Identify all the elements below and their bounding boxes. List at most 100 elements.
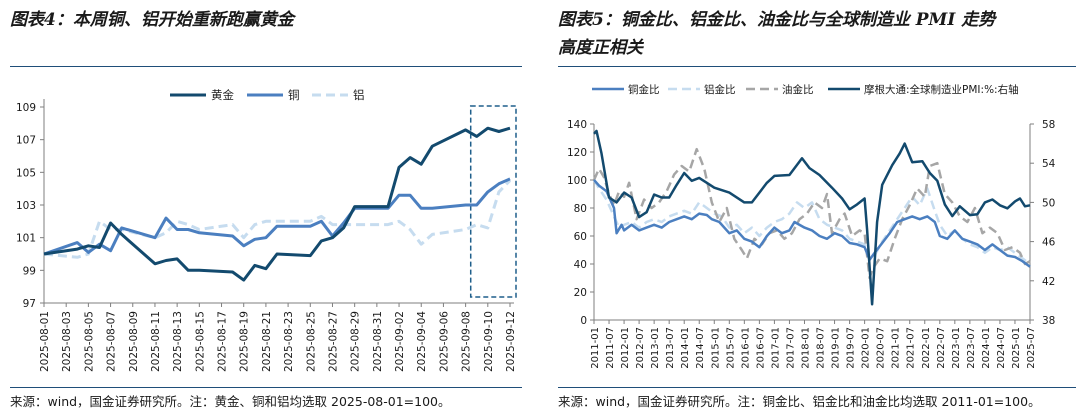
x-tick-label: 2018-01 <box>800 327 811 369</box>
x-tick-label: 2017-01 <box>770 327 781 369</box>
x-tick-label: 2021-01 <box>891 327 902 369</box>
figure-4-legend: 黄金 铜 铝 <box>170 88 365 102</box>
x-tick-label: 2025-08-17 <box>217 311 229 372</box>
y-tick-label: 107 <box>16 135 36 147</box>
x-tick-label: 2025-09-10 <box>483 311 495 372</box>
right-y-tick-label: 38 <box>1042 315 1055 327</box>
series-line-al_gold <box>592 179 1031 266</box>
series-line-copper <box>43 177 511 256</box>
x-tick-label: 2025-09-04 <box>416 311 428 372</box>
right-y-tick-label: 54 <box>1042 158 1056 170</box>
x-tick-label: 2025-09-06 <box>438 311 450 372</box>
x-tick-label: 2025-08-25 <box>305 311 317 372</box>
x-tick-label: 2025-08-13 <box>172 311 184 372</box>
right-y-tick-label: 50 <box>1042 197 1055 209</box>
figure-4-source-rule <box>10 387 522 388</box>
x-tick-label: 2025-09-12 <box>505 311 517 372</box>
x-tick-label: 2025-08-31 <box>372 311 384 372</box>
left-y-tick-label: 20 <box>574 287 587 299</box>
figure-5-title-line-1: 图表5：铜金比、铝金比、油金比与全球制造业 PMI 走势 <box>558 10 996 30</box>
figure-5-source-rule <box>558 387 1076 388</box>
legend-label-oil_gold: 油金比 <box>782 83 814 96</box>
series-line-copper_gold <box>593 179 1031 268</box>
left-y-tick-label: 140 <box>567 119 587 131</box>
y-tick-label: 97 <box>23 298 36 310</box>
x-tick-label: 2020-07 <box>876 327 887 369</box>
x-tick-label: 2025-08-07 <box>106 311 118 372</box>
x-tick-label: 2025-08-19 <box>239 311 251 372</box>
legend-label-al_gold: 铝金比 <box>704 83 736 96</box>
x-tick-label: 2019-07 <box>846 327 857 369</box>
left-y-tick-label: 120 <box>567 147 587 159</box>
figure-4-title-rule <box>10 66 522 67</box>
y-tick-label: 105 <box>16 167 36 179</box>
y-tick-label: 101 <box>16 233 36 245</box>
series-line-pmi <box>593 129 1031 306</box>
x-tick-label: 2014-01 <box>680 327 691 369</box>
x-tick-label: 2018-07 <box>816 327 827 369</box>
x-tick-label: 2023-07 <box>966 327 977 369</box>
left-y-tick-label: 40 <box>574 259 587 271</box>
figure-5-title-rule <box>558 66 1076 67</box>
x-tick-label: 2025-08-29 <box>350 311 362 372</box>
x-tick-label: 2025-09-02 <box>394 311 406 372</box>
right-y-tick-label: 42 <box>1042 276 1055 288</box>
left-y-tick-label: 80 <box>574 203 587 215</box>
x-tick-label: 2025-08-11 <box>150 311 162 372</box>
left-y-tick-label: 100 <box>567 175 587 187</box>
figure-5-title-line-2: 高度正相关 <box>558 38 643 58</box>
x-tick-label: 2022-01 <box>921 327 932 369</box>
legend-label-aluminum: 铝 <box>353 88 365 102</box>
x-tick-label: 2025-08-05 <box>83 311 95 372</box>
series-line-gold <box>43 126 511 282</box>
left-y-tick-label: 60 <box>574 231 587 243</box>
x-tick-label: 2013-01 <box>650 327 661 369</box>
x-tick-label: 2016-01 <box>740 327 751 369</box>
x-tick-label: 2025-08-23 <box>283 311 295 372</box>
x-tick-label: 2025-08-09 <box>128 311 140 372</box>
figure-5-chart: 铜金比 铝金比 油金比 摩根大通:全球制造业PMI:%:右轴 0 20 40 60 80 100 1… <box>567 83 1056 369</box>
x-tick-label: 2015-01 <box>710 327 721 369</box>
x-tick-label: 2011-07 <box>605 327 616 369</box>
figure-4-panel: 图表4：本周铜、铝开始重新跑赢黄金 黄金 铜 铝 97 99 101 103 105 107 10… <box>0 0 530 417</box>
x-tick-label: 2019-01 <box>831 327 842 369</box>
x-tick-label: 2025-01 <box>1011 327 1022 369</box>
x-tick-label: 2025-08-15 <box>194 311 206 372</box>
y-tick-label: 99 <box>23 265 36 277</box>
figure-5-legend: 铜金比 铝金比 油金比 摩根大通:全球制造业PMI:%:右轴 <box>592 83 1019 96</box>
x-tick-label: 2025-08-03 <box>61 311 73 372</box>
figure-4-chart: 黄金 铜 铝 97 99 101 103 105 107 109 2025-08-01 2025-08… <box>16 88 517 372</box>
x-tick-label: 2025-09-08 <box>461 311 473 372</box>
x-tick-label: 2022-07 <box>936 327 947 369</box>
x-tick-label: 2024-01 <box>981 327 992 369</box>
x-tick-label: 2012-01 <box>620 327 631 369</box>
y-tick-label: 103 <box>16 200 36 212</box>
legend-label-copper_gold: 铜金比 <box>628 83 660 96</box>
x-tick-label: 2025-07 <box>1026 327 1037 369</box>
x-tick-label: 2011-01 <box>590 327 601 369</box>
x-tick-label: 2025-08-21 <box>261 311 273 372</box>
x-tick-label: 2024-07 <box>996 327 1007 369</box>
x-tick-label: 2021-07 <box>906 327 917 369</box>
x-tick-label: 2012-07 <box>635 327 646 369</box>
x-tick-label: 2023-01 <box>951 327 962 369</box>
right-y-tick-label: 46 <box>1042 237 1056 249</box>
legend-label-pmi: 摩根大通:全球制造业PMI:%:右轴 <box>864 83 1019 96</box>
x-tick-label: 2025-08-01 <box>39 311 51 372</box>
figure-5-source: 来源：wind，国金证券研究所。注：铜金比、铝金比和油金比均选取 2011-01… <box>558 394 1041 409</box>
x-tick-label: 2025-08-27 <box>327 311 339 372</box>
x-tick-label: 2020-01 <box>861 327 872 369</box>
x-tick-label: 2017-07 <box>785 327 796 369</box>
highlight-box <box>469 105 517 298</box>
x-tick-label: 2016-07 <box>755 327 766 369</box>
x-tick-label: 2013-07 <box>665 327 676 369</box>
legend-label-copper: 铜 <box>288 88 300 102</box>
y-tick-label: 109 <box>16 102 36 114</box>
legend-label-gold: 黄金 <box>211 88 234 102</box>
x-tick-label: 2014-07 <box>695 327 706 369</box>
right-y-tick-label: 58 <box>1042 119 1055 131</box>
figure-5-panel: 图表5：铜金比、铝金比、油金比与全球制造业 PMI 走势 高度正相关 铜金比 铝金… <box>550 0 1080 417</box>
left-y-tick-label: 0 <box>580 315 587 327</box>
figure-4-source: 来源：wind，国金证券研究所。注：黄金、铜和铝均选取 2025-08-01=1… <box>10 394 451 409</box>
x-tick-label: 2015-07 <box>725 327 736 369</box>
